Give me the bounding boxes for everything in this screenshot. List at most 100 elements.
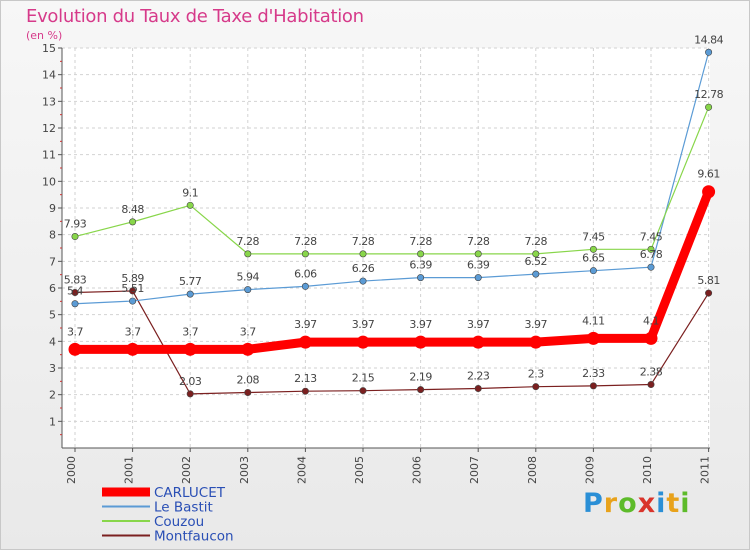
data-point	[702, 185, 716, 199]
data-label: 2.15	[352, 372, 375, 385]
data-point	[474, 274, 482, 282]
data-label: 5.77	[179, 275, 202, 288]
data-point	[471, 335, 485, 349]
data-point	[359, 250, 367, 258]
data-label: 7.28	[467, 235, 490, 248]
data-label: 5.4	[67, 285, 83, 298]
logo-letter: o	[618, 488, 638, 519]
data-label: 7.45	[640, 230, 663, 243]
data-point	[186, 390, 194, 398]
y-tick-label: 10	[42, 175, 56, 188]
x-tick-label: 2003	[238, 456, 251, 484]
y-tick-label: 15	[42, 42, 56, 55]
logo-letter: P	[583, 488, 604, 519]
data-label: 9.61	[697, 168, 720, 181]
data-point	[129, 287, 137, 295]
data-point	[417, 250, 425, 258]
data-label: 3.7	[125, 325, 141, 338]
x-tick-label: 2008	[526, 456, 539, 484]
data-label: 3.7	[182, 325, 198, 338]
legend-label: Montfaucon	[154, 529, 234, 545]
y-tick-label: 2	[49, 389, 56, 402]
data-label: 2.03	[179, 375, 202, 388]
y-tick-label: 3	[49, 362, 56, 375]
data-point	[186, 201, 194, 209]
data-point	[244, 389, 252, 397]
data-point	[301, 282, 309, 290]
data-label: 6.78	[640, 248, 663, 261]
data-point	[301, 387, 309, 395]
y-tick-label: 1	[49, 415, 56, 428]
data-label: 3.97	[352, 318, 375, 331]
chart-title: Evolution du Taux de Taxe d'Habitation	[26, 6, 364, 27]
y-tick-label: 6	[49, 282, 56, 295]
logo-letter: i	[656, 488, 667, 519]
data-label: 6.06	[294, 267, 317, 280]
data-label: 3.7	[67, 325, 83, 338]
data-point	[647, 245, 655, 253]
data-label: 7.28	[294, 235, 317, 248]
data-point	[244, 250, 252, 258]
data-point	[126, 342, 140, 356]
x-tick-label: 2010	[641, 456, 654, 484]
data-label: 2.08	[237, 374, 260, 387]
data-point	[532, 250, 540, 258]
x-tick-label: 2009	[583, 456, 596, 484]
data-point	[241, 342, 255, 356]
x-tick-label: 2002	[180, 456, 193, 484]
data-label: 2.33	[582, 367, 605, 380]
series-line-carlucet	[70, 187, 714, 354]
y-tick-label: 12	[42, 122, 56, 135]
y-tick-label: 14	[42, 69, 56, 82]
data-label: 5.81	[697, 274, 720, 287]
data-label: 2.38	[640, 366, 663, 379]
logo-letter: r	[603, 488, 619, 519]
x-tick-label: 2006	[411, 456, 424, 484]
data-point	[589, 382, 597, 390]
data-label: 6.65	[582, 252, 605, 265]
logo-letter: i	[680, 488, 691, 519]
data-label: 5.89	[121, 272, 144, 285]
legend-label: Couzou	[154, 514, 204, 530]
data-label: 5.94	[237, 271, 260, 284]
data-label: 7.93	[64, 218, 87, 231]
data-label: 14.84	[694, 33, 723, 46]
y-tick-label: 13	[42, 95, 56, 108]
data-point	[705, 48, 713, 56]
data-label: 2.3	[528, 368, 544, 381]
data-label: 5.51	[121, 282, 144, 295]
x-tick-label: 2000	[65, 456, 78, 484]
y-tick-label: 11	[42, 149, 56, 162]
data-label: 5.83	[64, 274, 87, 287]
data-label: 6.39	[409, 259, 432, 272]
data-point	[705, 289, 713, 297]
data-point	[68, 342, 82, 356]
logo-letter: x	[637, 488, 657, 519]
x-tick-label: 2001	[123, 456, 136, 484]
data-label: 3.97	[294, 318, 317, 331]
data-point	[417, 274, 425, 282]
data-point	[244, 286, 252, 294]
x-tick-label: 2007	[468, 456, 481, 484]
data-point	[129, 218, 137, 226]
data-label: 7.28	[237, 235, 260, 248]
data-point	[298, 335, 312, 349]
y-tick-label: 8	[49, 229, 56, 242]
data-point	[532, 270, 540, 278]
data-label: 7.28	[525, 235, 548, 248]
x-tick-label: 2011	[699, 456, 712, 484]
data-label: 12.78	[694, 88, 723, 101]
data-label: 3.97	[467, 318, 490, 331]
data-point	[183, 342, 197, 356]
data-point	[589, 267, 597, 275]
data-point	[71, 300, 79, 308]
data-label: 3.97	[525, 318, 548, 331]
data-label: 9.1	[182, 186, 198, 199]
data-label: 4.11	[582, 314, 605, 327]
data-point	[705, 103, 713, 111]
data-point	[532, 383, 540, 391]
data-point	[129, 297, 137, 305]
x-tick-label: 2005	[353, 456, 366, 484]
series-line-couzou	[74, 106, 710, 255]
